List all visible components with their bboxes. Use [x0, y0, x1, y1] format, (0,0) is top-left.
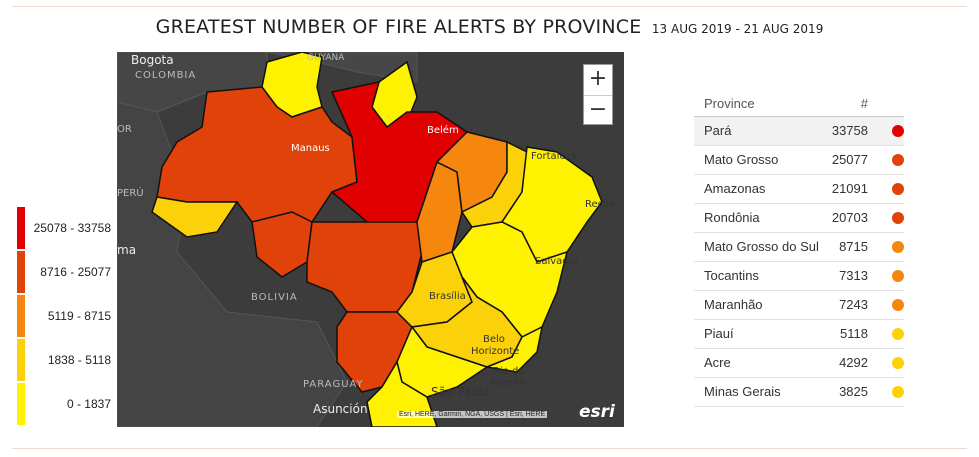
table-row[interactable]: Minas Gerais 3825	[694, 378, 904, 407]
legend-item: 25078 - 33758	[17, 207, 117, 251]
legend-label: 8716 - 25077	[40, 265, 111, 279]
alert-count: 8715	[839, 239, 868, 254]
label-colombia: COLOMBIA	[135, 70, 196, 81]
bottom-divider	[12, 448, 967, 449]
table-row[interactable]: Acre 4292	[694, 349, 904, 378]
label-belem: Belém	[427, 124, 459, 136]
legend-swatch	[17, 383, 25, 425]
province-name: Rondônia	[704, 210, 760, 225]
table-row[interactable]: Pará 33758	[694, 117, 904, 146]
label-janeiro: Janeiro	[490, 377, 525, 388]
esri-logo[interactable]: esri	[579, 402, 615, 422]
legend-swatch	[17, 339, 25, 381]
province-name: Pará	[704, 123, 732, 138]
legend-label: 0 - 1837	[66, 397, 111, 411]
label-peru: PERÚ	[117, 186, 144, 199]
table-row[interactable]: Piauí 5118	[694, 320, 904, 349]
state-mato-grosso	[306, 221, 423, 313]
alert-count: 5118	[840, 326, 868, 341]
province-name: Minas Gerais	[704, 384, 781, 399]
label-bolivia: BOLIVIA	[251, 292, 298, 303]
table-row[interactable]: Mato Grosso 25077	[694, 146, 904, 175]
province-table: Province # Pará 33758 Mato Grosso 25077 Amaz…	[694, 92, 904, 407]
top-divider	[12, 6, 967, 7]
category-dot	[892, 183, 904, 195]
alert-count: 7243	[839, 297, 868, 312]
table-header: Province #	[694, 92, 904, 117]
category-dot	[892, 241, 904, 253]
legend-label: 1838 - 5118	[47, 353, 111, 367]
alert-count: 4292	[839, 355, 868, 370]
state-rondonia	[251, 211, 313, 278]
label-bogota: Bogota	[131, 53, 174, 67]
table-row[interactable]: Amazonas 21091	[694, 175, 904, 204]
category-dot	[892, 357, 904, 369]
table-row[interactable]: Maranhão 7243	[694, 291, 904, 320]
zoom-out-button[interactable]: −	[588, 97, 608, 122]
table-row[interactable]: Tocantins 7313	[694, 262, 904, 291]
legend-swatch	[17, 295, 25, 337]
state-southeast-coast	[484, 325, 544, 373]
label-asuncion: Asunción	[313, 402, 368, 416]
table-row[interactable]: Mato Grosso do Sul 8715	[694, 233, 904, 262]
legend-swatch	[17, 251, 25, 293]
label-paraguay: PARAGUAY	[303, 379, 364, 390]
category-dot	[892, 386, 904, 398]
label-belo: Belo	[483, 334, 505, 345]
legend-item: 8716 - 25077	[17, 251, 117, 295]
category-dot	[892, 270, 904, 282]
alert-count: 3825	[839, 384, 868, 399]
province-name: Tocantins	[704, 268, 759, 283]
legend-label: 5119 - 8715	[47, 309, 111, 323]
legend-item: 5119 - 8715	[17, 295, 117, 339]
zoom-in-button[interactable]: +	[584, 65, 612, 96]
province-name: Acre	[704, 355, 731, 370]
label-brasilia: Brasília	[429, 290, 466, 302]
alert-count: 25077	[831, 152, 868, 167]
legend-item: 1838 - 5118	[17, 339, 117, 383]
column-header-count: #	[860, 96, 868, 111]
category-dot	[892, 328, 904, 340]
alert-count: 21091	[831, 181, 868, 196]
legend-item: 0 - 1837	[17, 383, 117, 427]
legend-swatch	[17, 207, 25, 249]
map-legend: 25078 - 33758 8716 - 25077 5119 - 8715 1…	[17, 207, 117, 427]
page-title: GREATEST NUMBER OF FIRE ALERTS BY PROVIN…	[155, 16, 642, 38]
map-canvas: Bogota COLOMBIA GUYANA OR PERÚ ma BOLIVI…	[117, 52, 616, 427]
state-acre	[151, 196, 239, 238]
category-dot	[892, 212, 904, 224]
label-guyana: GUYANA	[307, 53, 345, 63]
province-name: Piauí	[704, 326, 734, 341]
category-dot	[892, 125, 904, 137]
label-manaus: Manaus	[291, 143, 330, 154]
title-row: GREATEST NUMBER OF FIRE ALERTS BY PROVIN…	[0, 16, 979, 38]
alert-count: 7313	[839, 268, 868, 283]
zoom-control: + −	[583, 64, 613, 125]
label-sao-paulo: São Paulo	[431, 385, 489, 399]
table-row[interactable]: Rondônia 20703	[694, 204, 904, 233]
province-name: Maranhão	[704, 297, 763, 312]
alert-count: 33758	[831, 123, 868, 138]
category-dot	[892, 299, 904, 311]
label-salvador: Salvador	[535, 256, 580, 267]
date-range: 13 AUG 2019 - 21 AUG 2019	[651, 22, 824, 36]
label-horizonte: Horizonte	[471, 346, 519, 357]
province-name: Amazonas	[704, 181, 766, 196]
map-attribution[interactable]: Esri, HERE, Garmin, NGA, USGS | Esri, HE…	[397, 411, 548, 418]
column-header-province: Province	[704, 96, 755, 111]
alert-count: 20703	[831, 210, 868, 225]
label-or: OR	[117, 124, 132, 135]
label-recife: Recife	[585, 199, 616, 210]
category-dot	[892, 154, 904, 166]
map-view[interactable]: Bogota COLOMBIA GUYANA OR PERÚ ma BOLIVI…	[117, 52, 624, 427]
label-rio: Rio de	[493, 366, 525, 377]
label-ma: ma	[117, 243, 136, 257]
legend-label: 25078 - 33758	[33, 221, 111, 235]
label-fortaleza: Fortaleza	[531, 151, 577, 162]
province-name: Mato Grosso	[704, 152, 779, 167]
province-name: Mato Grosso do Sul	[704, 239, 819, 254]
